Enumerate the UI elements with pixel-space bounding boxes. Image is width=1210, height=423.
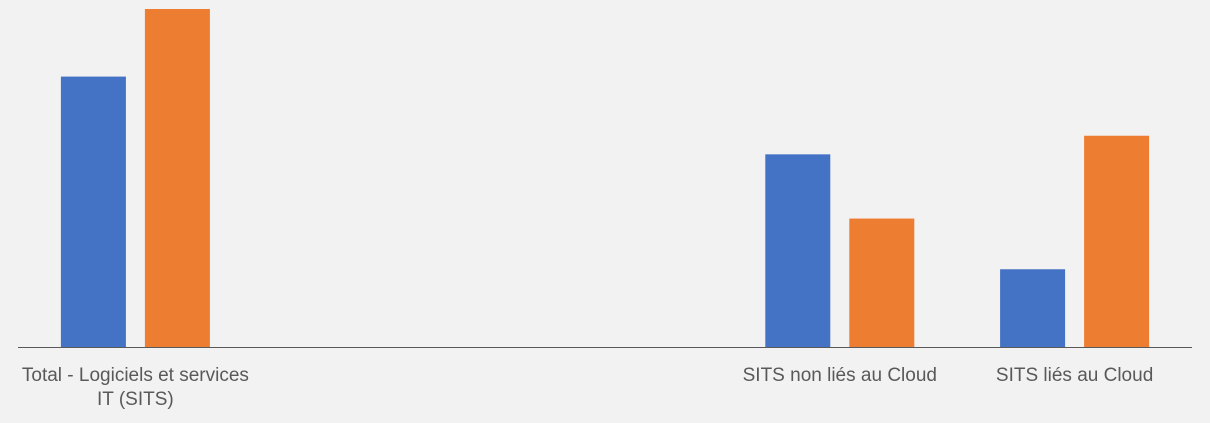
category-label-3: SITS liés au Cloud xyxy=(996,365,1153,386)
category-label-2-line-1: SITS non liés au Cloud xyxy=(743,365,937,386)
category-label-1-line-2: IT (SITS) xyxy=(97,389,174,410)
bar-series-2-category-1 xyxy=(144,9,210,347)
bar-series-2-category-3 xyxy=(1084,135,1150,347)
category-label-1-line-1: Total - Logiciels et services xyxy=(22,365,249,386)
bar-series-1-category-1 xyxy=(60,76,126,347)
category-label-1: Total - Logiciels et services IT (SITS) xyxy=(22,365,249,410)
bars-layer xyxy=(60,9,1150,347)
category-label-2: SITS non liés au Cloud xyxy=(743,365,937,386)
bar-series-2-category-2 xyxy=(849,218,915,347)
category-label-3-line-1: SITS liés au Cloud xyxy=(996,365,1153,386)
category-labels: Total - Logiciels et services IT (SITS) SI… xyxy=(22,365,1153,410)
bar-series-1-category-3 xyxy=(1000,269,1066,347)
bar-series-1-category-2 xyxy=(765,154,831,347)
